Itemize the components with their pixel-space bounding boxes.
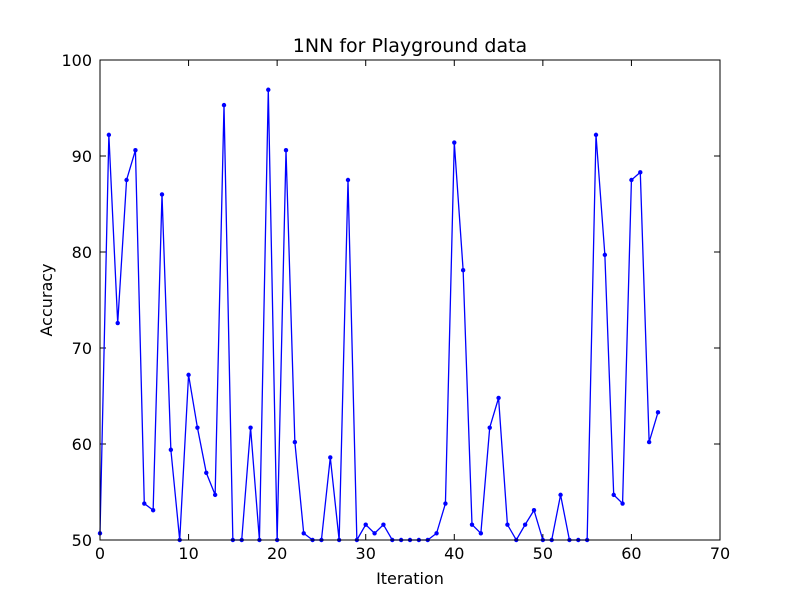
data-point [150, 508, 156, 513]
data-point [159, 192, 165, 197]
data-point [611, 492, 616, 498]
data-point [248, 425, 253, 430]
axes-frame [99, 59, 721, 541]
x-axis-label: Iteration [376, 569, 444, 588]
x-tick-label: 70 [710, 544, 730, 563]
data-point [629, 177, 634, 183]
data-point [292, 439, 298, 445]
x-tick-label: 50 [533, 544, 553, 563]
series-line [99, 89, 659, 543]
x-tick-label: 40 [444, 544, 464, 563]
data-point [221, 102, 227, 108]
data-point [460, 268, 466, 273]
data-point [328, 455, 333, 460]
data-point [620, 501, 625, 506]
data-point [487, 425, 492, 430]
data-point [655, 410, 661, 415]
data-point [496, 395, 501, 401]
data-point [195, 425, 200, 430]
y-tick-label: 90 [72, 147, 92, 166]
data-point [558, 492, 563, 498]
x-tick-label: 0 [95, 544, 105, 563]
data-point [452, 140, 457, 145]
y-tick-label: 60 [72, 435, 92, 454]
y-tick-label: 70 [72, 339, 92, 358]
data-point [522, 522, 528, 527]
chart-title: 1NN for Playground data [293, 35, 527, 57]
x-tick-label: 20 [267, 544, 287, 563]
data-point [283, 148, 289, 153]
y-tick-label: 100 [61, 51, 92, 70]
data-point [301, 531, 306, 536]
y-axis-label: Accuracy [37, 263, 56, 336]
data-point [363, 522, 368, 527]
y-tick-label: 80 [72, 243, 92, 262]
x-tick-label: 60 [621, 544, 641, 563]
data-point [212, 492, 218, 498]
data-point [124, 177, 129, 183]
x-tick-label: 10 [178, 544, 198, 563]
data-point [204, 470, 209, 475]
data-point [443, 501, 448, 506]
data-point [106, 132, 112, 138]
axis-ticks: 0 10 20 30 40 50 60 70 50 60 70 80 90 100 [61, 51, 730, 563]
data-point [505, 522, 510, 527]
data-point [168, 447, 174, 452]
data-point [372, 531, 377, 536]
data-point [142, 501, 147, 506]
data-point [186, 372, 191, 378]
x-tick-label: 30 [356, 544, 376, 563]
data-point [469, 522, 475, 527]
data-point [345, 177, 351, 183]
data-point [478, 531, 484, 536]
data-point [381, 522, 386, 527]
data-point [646, 439, 652, 445]
data-point [266, 87, 271, 92]
data-point [602, 252, 608, 258]
data-point [133, 148, 138, 153]
y-tick-label: 50 [72, 531, 92, 550]
data-point [434, 531, 439, 536]
data-point [115, 320, 120, 326]
data-point [593, 132, 599, 138]
plot-area [97, 87, 661, 543]
data-point [638, 170, 643, 175]
data-point [531, 508, 537, 513]
